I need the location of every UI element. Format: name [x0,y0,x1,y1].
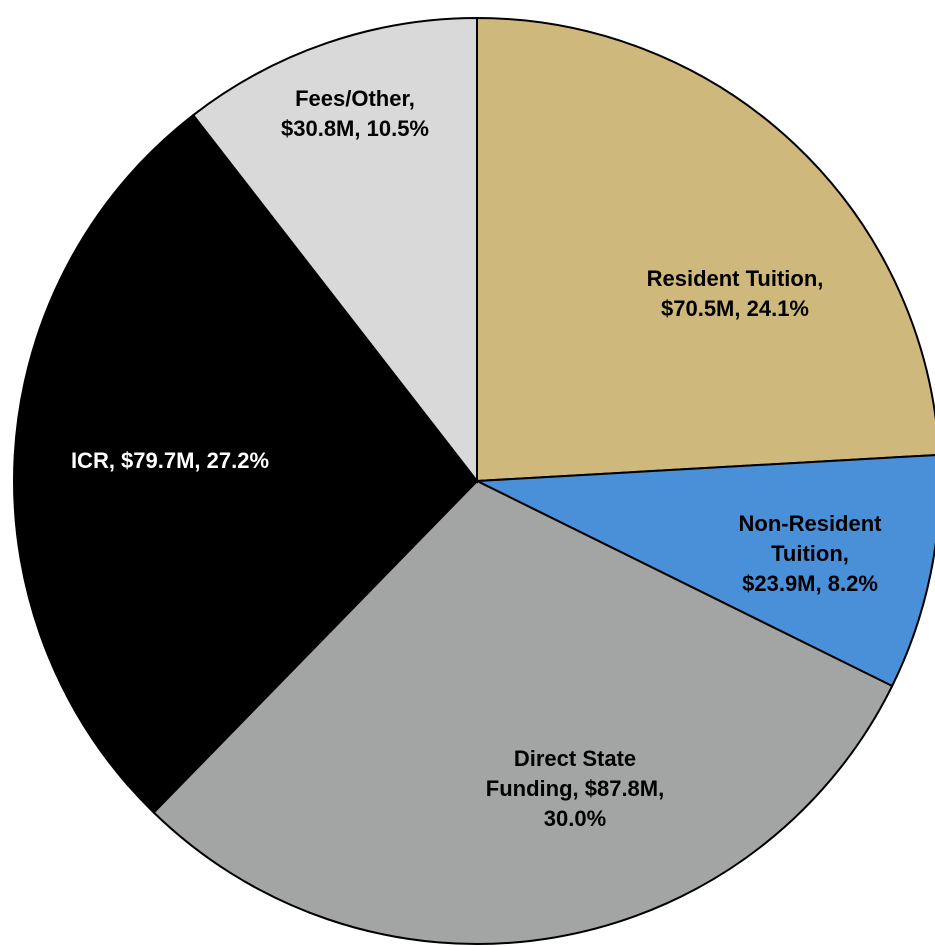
data-label: Resident Tuition, $70.5M, 24.1% [647,266,824,321]
data-label: Non-Resident Tuition, $23.9M, 8.2% [739,511,883,596]
pie-slice [12,113,479,814]
data-label: Direct State Funding, $87.8M, 30.0% [486,746,664,831]
pie-slice [152,479,894,945]
data-label: Fees/Other, $30.8M, 10.5% [281,86,429,141]
pie-slice [473,454,935,688]
pie-slice [191,16,478,484]
pie-slice [476,16,935,483]
data-label: ICR, $79.7M, 27.2% [71,448,269,473]
